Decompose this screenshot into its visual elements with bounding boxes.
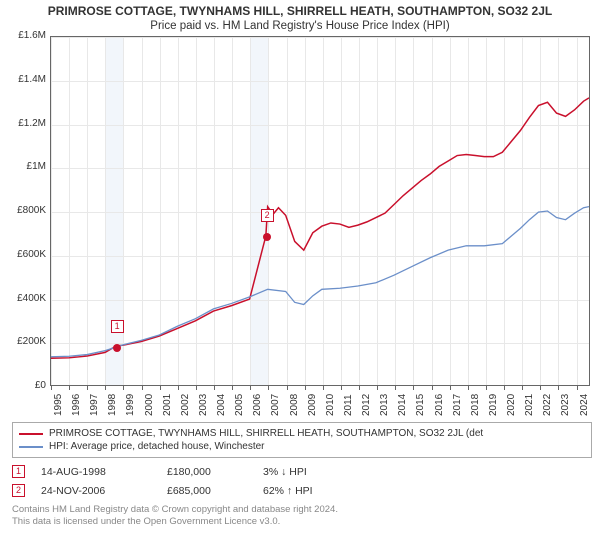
legend-label: PRIMROSE COTTAGE, TWYNHAMS HILL, SHIRREL…: [49, 428, 483, 439]
y-axis-label: £1.4M: [0, 74, 46, 85]
page-title: PRIMROSE COTTAGE, TWYNHAMS HILL, SHIRREL…: [0, 0, 600, 18]
plot-area: 12: [50, 36, 590, 386]
attribution-line: Contains HM Land Registry data © Crown c…: [12, 504, 588, 516]
chart-container: PRIMROSE COTTAGE, TWYNHAMS HILL, SHIRREL…: [0, 0, 600, 560]
legend-swatch: [19, 446, 43, 448]
sale-date: 24-NOV-2006: [41, 485, 151, 497]
y-axis-label: £400K: [0, 293, 46, 304]
y-axis-label: £1.6M: [0, 30, 46, 41]
legend-item: HPI: Average price, detached house, Winc…: [19, 440, 585, 453]
sale-date: 14-AUG-1998: [41, 466, 151, 478]
legend-swatch: [19, 433, 43, 435]
y-axis-label: £600K: [0, 249, 46, 260]
legend: PRIMROSE COTTAGE, TWYNHAMS HILL, SHIRREL…: [12, 422, 592, 458]
sale-price: £685,000: [167, 485, 247, 497]
table-row: 2 24-NOV-2006 £685,000 62% ↑ HPI: [12, 481, 588, 500]
sale-vs-hpi: 62% ↑ HPI: [263, 485, 353, 497]
sale-marker-icon: 2: [12, 484, 25, 497]
attribution: Contains HM Land Registry data © Crown c…: [12, 504, 588, 529]
attribution-line: This data is licensed under the Open Gov…: [12, 516, 588, 528]
y-axis-label: £1M: [0, 161, 46, 172]
legend-label: HPI: Average price, detached house, Winc…: [49, 441, 265, 452]
sale-dot: [113, 344, 121, 352]
chart-wrap: 12 £0£200K£400K£600K£800K£1M£1.2M£1.4M£1…: [0, 36, 600, 416]
sale-marker-icon: 1: [111, 320, 124, 333]
sale-marker-icon: 1: [12, 465, 25, 478]
table-row: 1 14-AUG-1998 £180,000 3% ↓ HPI: [12, 462, 588, 481]
sale-dot: [263, 233, 271, 241]
sale-price: £180,000: [167, 466, 247, 478]
y-axis-label: £1.2M: [0, 118, 46, 129]
sale-vs-hpi: 3% ↓ HPI: [263, 466, 353, 478]
legend-item: PRIMROSE COTTAGE, TWYNHAMS HILL, SHIRREL…: [19, 427, 585, 440]
sale-marker-icon: 2: [261, 209, 274, 222]
sales-table: 1 14-AUG-1998 £180,000 3% ↓ HPI 2 24-NOV…: [12, 462, 588, 500]
page-subtitle: Price paid vs. HM Land Registry's House …: [0, 18, 600, 36]
chart-svg: [51, 37, 589, 385]
y-axis-label: £800K: [0, 205, 46, 216]
y-axis-label: £200K: [0, 336, 46, 347]
y-axis-label: £0: [0, 380, 46, 391]
